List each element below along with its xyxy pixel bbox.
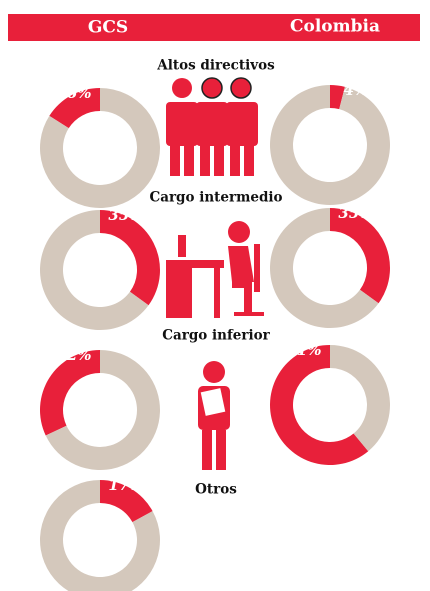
value-label: 17% <box>108 476 143 494</box>
section-title: Altos directivos <box>156 58 275 74</box>
worker-icon <box>198 361 230 470</box>
header-bar <box>8 14 420 41</box>
section-title: Cargo intermedio <box>149 190 282 206</box>
header-left: GCS <box>88 18 128 38</box>
desk-worker-icon <box>166 221 264 318</box>
executives-icon <box>166 77 258 176</box>
section-title: Otros <box>195 482 237 498</box>
header-right: Colombia <box>290 17 380 37</box>
value-label: 35% <box>338 204 373 222</box>
donut-segment <box>49 88 100 129</box>
donut-segment <box>330 85 345 110</box>
donut-segment <box>100 480 153 523</box>
donut-segment <box>40 480 160 591</box>
section-title: Cargo inferior <box>162 328 270 344</box>
value-label: 4% <box>344 81 369 99</box>
donut-segment <box>39 350 100 436</box>
value-label: 16% <box>56 84 91 102</box>
value-label: 61% <box>286 341 321 359</box>
donut-segment <box>270 85 391 206</box>
donut-segment <box>270 345 369 466</box>
donut-segment <box>40 210 149 330</box>
donut-segment <box>40 88 161 209</box>
donut-segment <box>330 208 390 304</box>
donut-segment <box>45 350 161 471</box>
donut-segment <box>330 345 391 452</box>
value-label: 32% <box>56 346 91 364</box>
value-label: 35% <box>108 206 143 224</box>
donut-segment <box>270 208 379 328</box>
donut-segment <box>100 210 161 306</box>
